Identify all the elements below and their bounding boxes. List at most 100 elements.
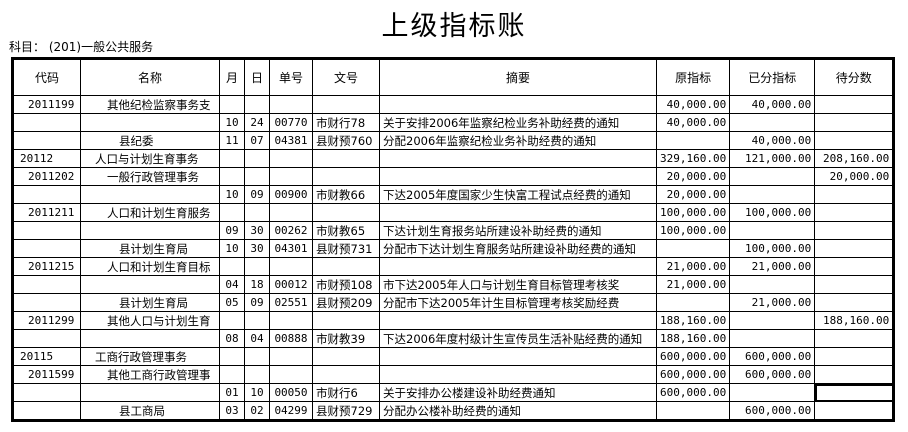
- doc-no-cell[interactable]: 市财行78: [312, 113, 380, 132]
- name-cell[interactable]: 县计划生育局: [80, 293, 220, 312]
- table-row[interactable]: 2011599 其他工商行政管理事 600,000.00 600,000.00: [12, 365, 895, 384]
- day-cell[interactable]: [244, 365, 270, 384]
- voucher-no-cell[interactable]: 00900: [269, 185, 313, 204]
- pending-cell[interactable]: 208,160.00: [814, 149, 895, 168]
- table-row[interactable]: 20115 工商行政管理事务 600,000.00 600,000.00: [12, 347, 895, 366]
- voucher-no-cell[interactable]: 00012: [269, 275, 313, 294]
- table-row[interactable]: 10 09 00900 市财教66 下达2005年度国家少生快富工程试点经费的通知 20,…: [12, 185, 895, 204]
- pending-cell[interactable]: [814, 185, 895, 204]
- day-cell[interactable]: [244, 347, 270, 366]
- summary-cell[interactable]: 关于安排2006年监察纪检业务补助经费的通知: [379, 113, 657, 132]
- voucher-no-cell[interactable]: 00888: [269, 329, 313, 348]
- summary-cell[interactable]: 下达计划生育报务站所建设补助经费的通知: [379, 221, 657, 240]
- doc-no-cell[interactable]: 县财预731: [312, 239, 380, 258]
- code-cell[interactable]: [12, 329, 81, 348]
- voucher-no-cell[interactable]: 02551: [269, 293, 313, 312]
- code-cell[interactable]: 2011215: [12, 257, 81, 276]
- doc-no-cell[interactable]: 市财预108: [312, 275, 380, 294]
- allocated-cell[interactable]: 21,000.00: [729, 257, 816, 276]
- day-cell[interactable]: 24: [244, 113, 270, 132]
- summary-cell[interactable]: [379, 203, 657, 222]
- table-row[interactable]: 县纪委 11 07 04381 县财预760 分配2006年监察纪检业务补助经费的通知 40…: [12, 131, 895, 150]
- month-cell[interactable]: 10: [219, 239, 245, 258]
- original-cell[interactable]: 600,000.00: [655, 383, 731, 402]
- original-cell[interactable]: [655, 401, 731, 421]
- day-cell[interactable]: 18: [244, 275, 270, 294]
- voucher-no-cell[interactable]: 04301: [269, 239, 313, 258]
- summary-cell[interactable]: 分配市下达2005年计生目标管理考核奖励经费: [379, 293, 657, 312]
- code-cell[interactable]: [12, 239, 81, 258]
- pending-cell[interactable]: [814, 275, 895, 294]
- table-row[interactable]: 10 24 00770 市财行78 关于安排2006年监察纪检业务补助经费的通知 40,0…: [12, 113, 895, 132]
- name-cell[interactable]: 县工商局: [80, 401, 220, 421]
- code-cell[interactable]: [12, 221, 81, 240]
- code-cell[interactable]: [12, 131, 81, 150]
- pending-cell[interactable]: [814, 347, 895, 366]
- code-cell[interactable]: [12, 275, 81, 294]
- original-cell[interactable]: 40,000.00: [655, 113, 731, 132]
- original-cell[interactable]: [655, 293, 731, 312]
- original-cell[interactable]: 188,160.00: [655, 311, 731, 330]
- day-cell[interactable]: 07: [244, 131, 270, 150]
- allocated-cell[interactable]: [729, 329, 816, 348]
- voucher-no-cell[interactable]: 00770: [269, 113, 313, 132]
- voucher-no-cell[interactable]: 00262: [269, 221, 313, 240]
- doc-no-cell[interactable]: [312, 347, 380, 366]
- summary-cell[interactable]: 下达2006年度村级计生宣传员生活补贴经费的通知: [379, 329, 657, 348]
- allocated-cell[interactable]: 600,000.00: [729, 401, 816, 421]
- original-cell[interactable]: 20,000.00: [655, 185, 731, 204]
- month-cell[interactable]: [219, 95, 245, 114]
- month-cell[interactable]: [219, 167, 245, 186]
- allocated-cell[interactable]: [729, 185, 816, 204]
- original-cell[interactable]: 329,160.00: [655, 149, 731, 168]
- summary-cell[interactable]: [379, 365, 657, 384]
- month-cell[interactable]: [219, 365, 245, 384]
- allocated-cell[interactable]: 21,000.00: [729, 293, 816, 312]
- table-row[interactable]: 2011202 一般行政管理事务 20,000.00 20,000.00: [12, 167, 895, 186]
- summary-cell[interactable]: [379, 347, 657, 366]
- name-cell[interactable]: 人口与计划生育事务: [80, 149, 220, 168]
- pending-cell[interactable]: 20,000.00: [814, 167, 895, 186]
- pending-cell[interactable]: [814, 95, 895, 114]
- month-cell[interactable]: [219, 347, 245, 366]
- pending-cell[interactable]: [814, 365, 895, 384]
- month-cell[interactable]: 01: [219, 383, 245, 402]
- name-cell[interactable]: 县计划生育局: [80, 239, 220, 258]
- month-cell[interactable]: 09: [219, 221, 245, 240]
- allocated-cell[interactable]: [729, 167, 816, 186]
- original-cell[interactable]: 21,000.00: [655, 275, 731, 294]
- allocated-cell[interactable]: 600,000.00: [729, 365, 816, 384]
- doc-no-cell[interactable]: [312, 311, 380, 330]
- month-cell[interactable]: [219, 149, 245, 168]
- month-cell[interactable]: [219, 257, 245, 276]
- summary-cell[interactable]: 市下达2005年人口与计划生育目标管理考核奖: [379, 275, 657, 294]
- voucher-no-cell[interactable]: 04381: [269, 131, 313, 150]
- doc-no-cell[interactable]: 县财预760: [312, 131, 380, 150]
- allocated-cell[interactable]: 121,000.00: [729, 149, 816, 168]
- voucher-no-cell[interactable]: [269, 149, 313, 168]
- code-cell[interactable]: [12, 113, 81, 132]
- summary-cell[interactable]: 分配市下达计划生育服务站所建设补助经费的通知: [379, 239, 657, 258]
- allocated-cell[interactable]: [729, 221, 816, 240]
- allocated-cell[interactable]: 100,000.00: [729, 203, 816, 222]
- name-cell[interactable]: 一般行政管理事务: [80, 167, 220, 186]
- doc-no-cell[interactable]: 市财教66: [312, 185, 380, 204]
- allocated-cell[interactable]: 100,000.00: [729, 239, 816, 258]
- day-cell[interactable]: 30: [244, 221, 270, 240]
- original-cell[interactable]: 600,000.00: [655, 347, 731, 366]
- name-cell[interactable]: 人口和计划生育服务: [80, 203, 220, 222]
- pending-cell[interactable]: [814, 131, 895, 150]
- name-cell[interactable]: [80, 383, 220, 402]
- original-cell[interactable]: 100,000.00: [655, 221, 731, 240]
- allocated-cell[interactable]: [729, 311, 816, 330]
- month-cell[interactable]: 05: [219, 293, 245, 312]
- voucher-no-cell[interactable]: [269, 365, 313, 384]
- pending-cell[interactable]: [814, 293, 895, 312]
- summary-cell[interactable]: [379, 95, 657, 114]
- day-cell[interactable]: [244, 203, 270, 222]
- code-cell[interactable]: 2011599: [12, 365, 81, 384]
- table-row[interactable]: 04 18 00012 市财预108 市下达2005年人口与计划生育目标管理考核奖 21,…: [12, 275, 895, 294]
- month-cell[interactable]: 10: [219, 185, 245, 204]
- table-row[interactable]: 20112 人口与计划生育事务 329,160.00 121,000.00 208,16…: [12, 149, 895, 168]
- summary-cell[interactable]: 关于安排办公楼建设补助经费通知: [379, 383, 657, 402]
